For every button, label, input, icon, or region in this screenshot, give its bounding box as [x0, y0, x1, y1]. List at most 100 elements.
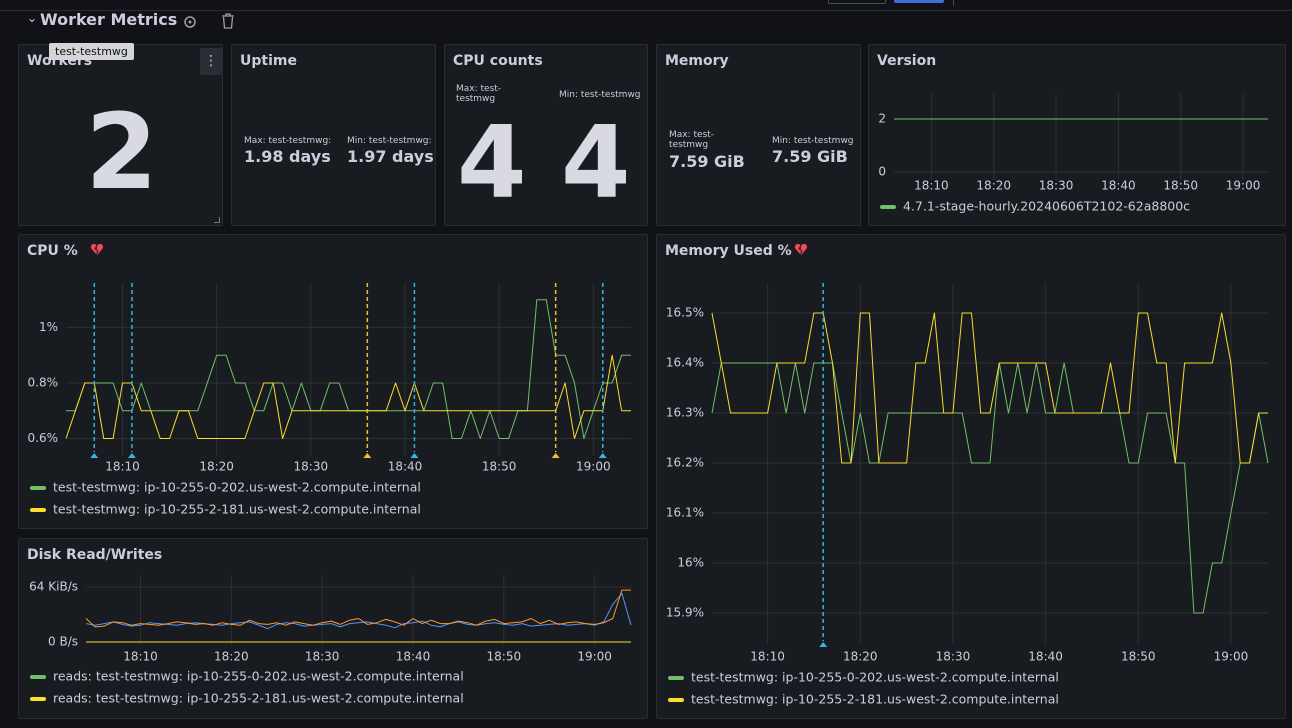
x-tick-label: 19:00 [1214, 650, 1249, 664]
panel-title: Disk Read/Writes [27, 547, 162, 563]
x-tick-label: 18:50 [1121, 650, 1156, 664]
version-panel [868, 44, 1286, 226]
x-tick-label: 18:20 [214, 650, 249, 664]
x-tick-label: 19:00 [1226, 179, 1261, 193]
x-tick-label: 19:00 [577, 650, 612, 664]
series-line [711, 362, 1269, 614]
x-tick-label: 19:00 [576, 460, 611, 474]
stat-value: 4 [457, 104, 527, 221]
legend-label: reads: test-testmwg: ip-10-255-2-181.us-… [53, 691, 464, 706]
stat-value: 7.59 GiB [772, 147, 848, 166]
legend-label: test-testmwg: ip-10-255-0-202.us-west-2.… [691, 670, 1059, 685]
series-line [65, 354, 631, 439]
y-tick-label: 16.3% [666, 406, 704, 420]
y-tick-label: 16.1% [666, 506, 704, 520]
panel-title: Uptime [240, 53, 297, 69]
panel-title: Memory Used % [665, 243, 792, 259]
stat-label: Min: test-testmwg: [347, 136, 432, 146]
row-title[interactable]: Worker Metrics [40, 10, 178, 29]
collapse-chevron[interactable]: ⌄ [27, 11, 38, 25]
x-tick-label: 18:50 [1163, 179, 1198, 193]
y-tick-label: 16% [677, 556, 704, 570]
stat-value: 1.97 days [347, 147, 434, 166]
legend-label: test-testmwg: ip-10-255-0-202.us-west-2.… [53, 480, 421, 495]
panel-title: CPU counts [453, 53, 543, 69]
panel-title: Memory [665, 53, 729, 69]
annotation-marker [90, 453, 99, 458]
panel-menu[interactable]: ⋮ [200, 48, 222, 75]
broken-heart-icon [793, 242, 809, 257]
x-tick-label: 18:20 [843, 650, 878, 664]
x-tick-label: 18:30 [1039, 179, 1074, 193]
top-button-primary[interactable] [894, 0, 944, 3]
tooltip: test-testmwg [49, 43, 134, 60]
uptime-panel: Uptime Max: test-testmwg: 1.98 days Min:… [231, 44, 436, 226]
separator [953, 0, 954, 6]
annotation-marker [598, 453, 607, 458]
x-tick-label: 18:40 [1101, 179, 1136, 193]
stat-value: 7.59 GiB [669, 152, 745, 171]
x-tick-label: 18:30 [294, 460, 329, 474]
x-tick-label: 18:40 [388, 460, 423, 474]
x-tick-label: 18:40 [396, 650, 431, 664]
disk-panel [18, 538, 648, 719]
annotation-marker [410, 453, 419, 458]
y-tick-label: 16.5% [666, 306, 704, 320]
y-tick-label: 16.4% [666, 356, 704, 370]
top-button[interactable] [828, 0, 886, 4]
x-tick-label: 18:30 [936, 650, 971, 664]
annotation-marker [363, 453, 372, 458]
stat-value: 1.98 days [244, 147, 331, 166]
y-tick-label: 0.6% [28, 431, 59, 445]
y-tick-label: 0 [878, 165, 886, 179]
memory-used-panel [656, 234, 1286, 719]
broken-heart-icon [89, 242, 105, 257]
y-tick-label: 2 [878, 111, 886, 125]
cpu-counts-panel: CPU counts Max: test-testmwg 4 Min: test… [444, 44, 648, 226]
stat-value: 4 [561, 104, 631, 221]
series-line [85, 592, 632, 630]
stat-label: Min: test-testmwg [559, 90, 641, 100]
y-tick-label: 0.8% [28, 375, 59, 389]
stat-label: Max: test-testmwg [669, 130, 715, 150]
top-rule [0, 10, 1292, 11]
x-tick-label: 18:10 [123, 650, 158, 664]
series-line [66, 299, 631, 439]
y-tick-label: 16.2% [666, 456, 704, 470]
x-tick-label: 18:40 [1028, 650, 1063, 664]
legend-label: test-testmwg: ip-10-255-2-181.us-west-2.… [691, 692, 1059, 707]
panel-title: Version [877, 53, 936, 69]
legend-label: 4.7.1-stage-hourly.20240606T2102-62a8800… [903, 199, 1190, 214]
stat-label: Min: test-testmwg [772, 136, 854, 146]
stat-value: 2 [85, 91, 158, 213]
memory-panel: Memory Max: test-testmwg 7.59 GiB Min: t… [656, 44, 861, 226]
annotation-marker [551, 453, 560, 458]
x-tick-label: 18:10 [105, 460, 140, 474]
y-tick-label: 0 B/s [48, 634, 78, 648]
stat-label: Max: test-testmwg [456, 84, 502, 104]
workers-panel: Workers 2 ⋮ test-testmwg [18, 43, 223, 226]
x-tick-label: 18:30 [305, 650, 340, 664]
annotation-marker [819, 642, 828, 647]
y-tick-label: 15.9% [666, 606, 704, 620]
settings-icon[interactable] [184, 16, 196, 28]
x-tick-label: 18:10 [914, 179, 949, 193]
legend-label: test-testmwg: ip-10-255-2-181.us-west-2.… [53, 502, 421, 517]
legend-label: reads: test-testmwg: ip-10-255-0-202.us-… [53, 669, 464, 684]
x-tick-label: 18:50 [482, 460, 517, 474]
x-tick-label: 18:10 [750, 650, 785, 664]
delete-icon[interactable] [222, 13, 234, 29]
annotation-marker [127, 453, 136, 458]
series-line [85, 589, 631, 628]
series-line [711, 312, 1268, 464]
y-tick-label: 64 KiB/s [29, 580, 78, 594]
x-tick-label: 18:50 [487, 650, 522, 664]
x-tick-label: 18:20 [199, 460, 234, 474]
stat-label: Max: test-testmwg: [244, 136, 332, 146]
x-tick-label: 18:20 [976, 179, 1011, 193]
resize-handle[interactable] [214, 217, 220, 223]
y-tick-label: 1% [39, 320, 58, 334]
panel-title: CPU % [27, 243, 78, 259]
